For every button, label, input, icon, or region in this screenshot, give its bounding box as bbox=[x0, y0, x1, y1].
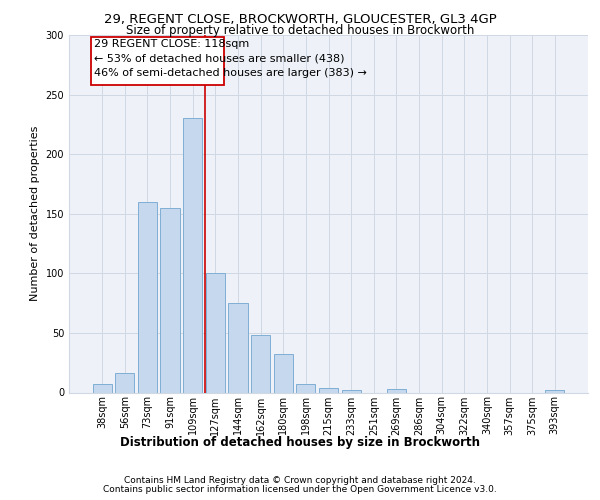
Bar bbox=[319, 388, 338, 392]
Bar bbox=[92, 384, 112, 392]
Text: Distribution of detached houses by size in Brockworth: Distribution of detached houses by size … bbox=[120, 436, 480, 449]
Text: Contains HM Land Registry data © Crown copyright and database right 2024.: Contains HM Land Registry data © Crown c… bbox=[124, 476, 476, 485]
Bar bbox=[183, 118, 202, 392]
Bar bbox=[115, 374, 134, 392]
Text: 29, REGENT CLOSE, BROCKWORTH, GLOUCESTER, GL3 4GP: 29, REGENT CLOSE, BROCKWORTH, GLOUCESTER… bbox=[104, 12, 496, 26]
Bar bbox=[206, 274, 225, 392]
Bar bbox=[251, 336, 270, 392]
Bar bbox=[229, 303, 248, 392]
Bar bbox=[545, 390, 565, 392]
Bar bbox=[341, 390, 361, 392]
Bar bbox=[387, 389, 406, 392]
Bar bbox=[274, 354, 293, 393]
Text: Contains public sector information licensed under the Open Government Licence v3: Contains public sector information licen… bbox=[103, 485, 497, 494]
Bar bbox=[138, 202, 157, 392]
Bar bbox=[296, 384, 316, 392]
Text: 29 REGENT CLOSE: 118sqm
← 53% of detached houses are smaller (438)
46% of semi-d: 29 REGENT CLOSE: 118sqm ← 53% of detache… bbox=[94, 39, 367, 78]
FancyBboxPatch shape bbox=[91, 38, 224, 85]
Text: Size of property relative to detached houses in Brockworth: Size of property relative to detached ho… bbox=[126, 24, 474, 37]
Y-axis label: Number of detached properties: Number of detached properties bbox=[30, 126, 40, 302]
Bar bbox=[160, 208, 180, 392]
